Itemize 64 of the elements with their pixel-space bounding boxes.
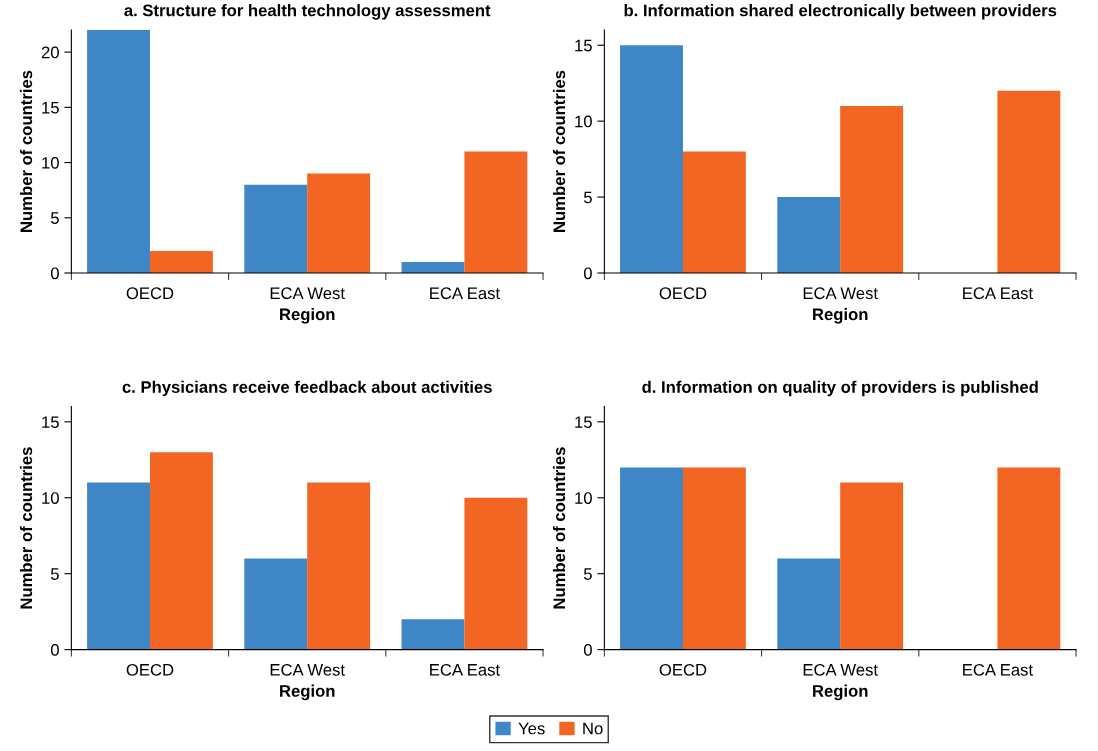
- x-axis-title: Region: [813, 684, 868, 701]
- x-tick-label: ECA West: [270, 663, 345, 676]
- y-tick-label: 0: [583, 644, 592, 656]
- y-axis-title: Number of countries: [19, 447, 33, 609]
- bar: [682, 467, 746, 650]
- x-tick-label: OECD: [126, 287, 174, 300]
- x-tick-label: ECA West: [803, 663, 878, 676]
- y-tick-label: 10: [42, 492, 59, 504]
- bar: [464, 497, 528, 650]
- bar: [149, 452, 213, 650]
- chart-title: a. Structure for health technology assessment: [124, 4, 491, 20]
- bar: [401, 619, 465, 650]
- x-tick-label: ECA East: [430, 287, 500, 300]
- y-axis-title: Number of countries: [19, 70, 33, 232]
- bar: [149, 250, 213, 274]
- bar: [620, 467, 683, 650]
- bar: [307, 482, 371, 650]
- bar: [87, 30, 150, 274]
- x-tick-label: ECA East: [963, 663, 1033, 676]
- x-tick-label: OECD: [126, 663, 174, 676]
- x-tick-label: OECD: [659, 663, 707, 676]
- y-axis-title: Number of countries: [552, 447, 566, 609]
- y-tick-label: 15: [42, 101, 59, 114]
- y-tick-label: 15: [575, 39, 592, 52]
- y-tick-label: 10: [575, 115, 592, 128]
- bar: [777, 558, 841, 650]
- bar: [997, 90, 1061, 274]
- y-tick-label: 0: [583, 267, 592, 280]
- chart-title: c. Physicians receive feedback about activities: [122, 380, 492, 397]
- y-tick-label: 5: [50, 568, 59, 580]
- x-axis-title: Region: [813, 307, 868, 324]
- x-tick-label: ECA West: [803, 287, 878, 300]
- bar: [682, 151, 746, 274]
- x-tick-label: ECA East: [963, 287, 1033, 300]
- y-tick-label: 10: [42, 156, 59, 169]
- bar: [244, 184, 308, 274]
- x-axis-title: Region: [280, 307, 335, 324]
- y-tick-label: 0: [50, 267, 59, 280]
- y-tick-label: 0: [50, 644, 59, 656]
- x-axis-title: Region: [280, 684, 335, 701]
- y-axis-title: Number of countries: [552, 70, 566, 232]
- y-tick-label: 5: [50, 212, 59, 224]
- chart-title: b. Information shared electronically between providers: [624, 4, 1057, 20]
- bar: [87, 482, 150, 650]
- x-tick-label: OECD: [659, 287, 707, 300]
- y-tick-label: 10: [575, 492, 592, 504]
- y-tick-label: 5: [583, 568, 592, 580]
- bar: [244, 558, 308, 650]
- y-tick-label: 20: [41, 46, 59, 59]
- bar: [840, 105, 904, 274]
- x-tick-label: ECA West: [270, 287, 345, 300]
- legend-label: Yes: [518, 722, 545, 735]
- y-tick-label: 15: [575, 416, 592, 429]
- legend-label: No: [583, 722, 603, 735]
- bar: [620, 45, 683, 274]
- bar: [464, 151, 528, 274]
- bar: [777, 197, 841, 274]
- x-tick-label: ECA East: [430, 663, 500, 676]
- y-tick-label: 15: [42, 416, 59, 429]
- y-tick-label: 5: [583, 191, 592, 204]
- bar: [997, 467, 1061, 650]
- bar: [307, 173, 371, 274]
- bar: [840, 482, 904, 650]
- chart-title: d. Information on quality of providers is published: [642, 380, 1038, 397]
